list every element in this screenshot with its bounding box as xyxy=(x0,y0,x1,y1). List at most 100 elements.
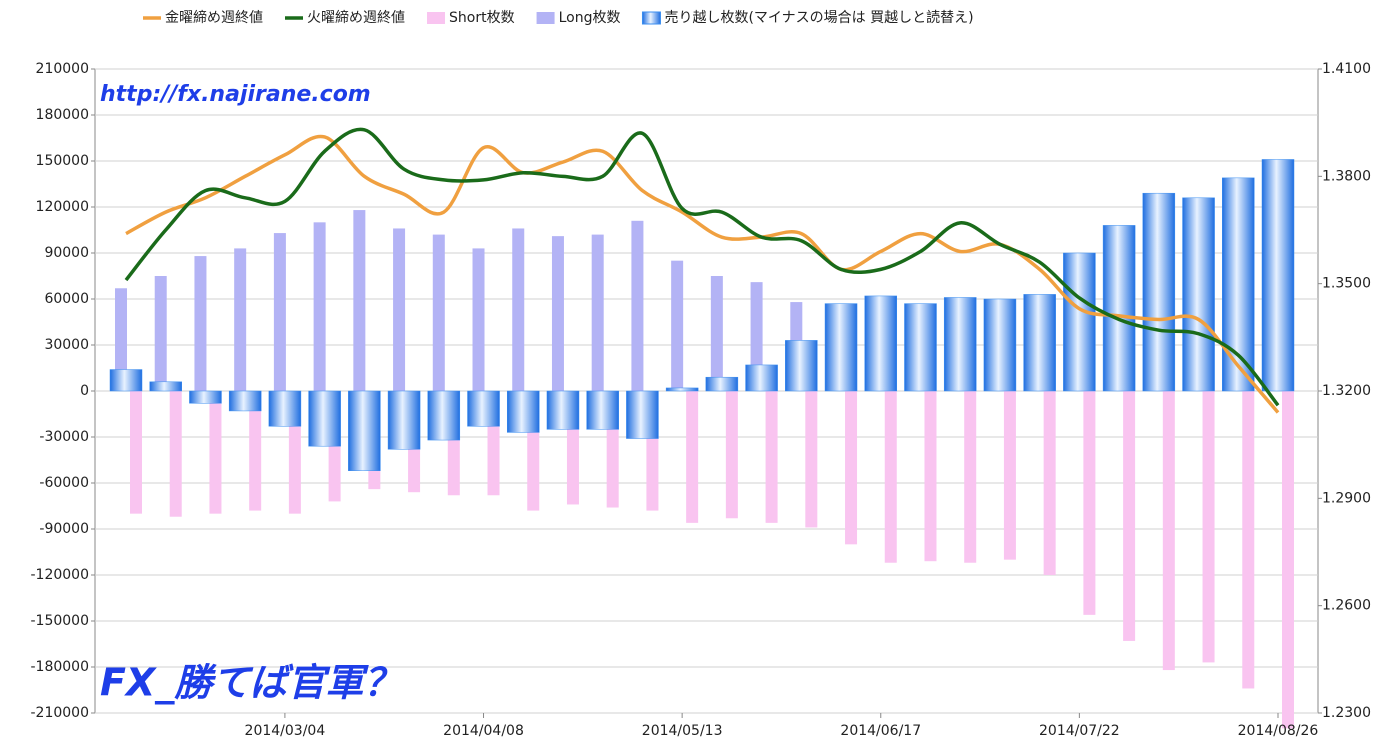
legend-swatch xyxy=(427,12,445,24)
y-tick-label: -150000 xyxy=(31,613,90,629)
net-bar xyxy=(1182,197,1215,392)
net-bar xyxy=(149,381,182,392)
watermark-url: http://fx.najirane.com xyxy=(100,82,371,107)
net-bar xyxy=(387,390,421,450)
bar xyxy=(964,391,977,563)
y-tick-label: 120000 xyxy=(36,199,89,215)
net-bar xyxy=(1261,159,1295,392)
bar xyxy=(671,260,684,391)
bar xyxy=(169,391,182,517)
bar xyxy=(313,222,326,391)
net-bar xyxy=(824,303,858,392)
bar xyxy=(686,391,699,523)
y2-tick-label: 1.4100 xyxy=(1322,61,1371,77)
bar xyxy=(765,391,778,523)
bar xyxy=(1202,391,1215,663)
bar xyxy=(1003,391,1016,560)
net-bar xyxy=(506,390,540,433)
bar xyxy=(154,276,167,391)
y2-tick-label: 1.2300 xyxy=(1322,705,1371,721)
net-bar xyxy=(665,387,699,392)
y2-tick-label: 1.3200 xyxy=(1322,383,1371,399)
bar xyxy=(725,391,738,519)
y-tick-label: 0 xyxy=(80,383,89,399)
bar xyxy=(1242,391,1255,689)
y2-tick-label: 1.3500 xyxy=(1322,276,1371,292)
bar xyxy=(710,276,723,391)
y2-tick-label: 1.2600 xyxy=(1322,598,1371,614)
net-bar xyxy=(983,298,1017,392)
bar xyxy=(512,228,525,391)
legend-label: 売り越し枚数(マイナスの場合は 買越しと読替え) xyxy=(664,9,973,26)
legend-label: 火曜締め週終値 xyxy=(307,9,405,26)
legend-label: 金曜締め週終値 xyxy=(165,9,263,26)
net-bar xyxy=(546,390,580,430)
y-tick-label: -60000 xyxy=(39,475,89,491)
bar xyxy=(884,391,897,563)
x-tick-label: 2014/08/26 xyxy=(1238,723,1319,739)
x-tick-label: 2014/05/13 xyxy=(642,723,723,739)
bar xyxy=(393,228,406,391)
x-tick-label: 2014/06/17 xyxy=(840,723,921,739)
y-tick-label: -180000 xyxy=(31,659,90,675)
bar xyxy=(805,391,818,528)
net-bar xyxy=(864,295,898,392)
bar xyxy=(591,234,604,391)
net-bar xyxy=(745,364,778,392)
net-bar xyxy=(586,390,619,430)
bar xyxy=(1123,391,1136,641)
x-tick-label: 2014/03/04 xyxy=(245,723,326,739)
net-bar xyxy=(943,297,977,392)
x-tick-label: 2014/07/22 xyxy=(1039,723,1120,739)
net-bar xyxy=(1142,192,1176,392)
legend-swatch xyxy=(536,12,555,24)
net-bar xyxy=(189,390,222,404)
net-bar xyxy=(1023,294,1056,392)
net-bar xyxy=(348,390,381,471)
bar xyxy=(1282,391,1294,729)
y-tick-label: 210000 xyxy=(36,61,89,77)
y-tick-label: -210000 xyxy=(31,705,90,721)
x-tick-label: 2014/04/08 xyxy=(443,723,524,739)
net-bar xyxy=(705,376,739,392)
bar xyxy=(750,282,763,391)
y2-tick-label: 1.3800 xyxy=(1322,168,1371,184)
y-tick-label: 90000 xyxy=(44,245,89,261)
bar xyxy=(845,391,858,545)
y-tick-label: 60000 xyxy=(44,291,89,307)
net-bar xyxy=(268,390,302,427)
net-bar xyxy=(904,303,937,392)
bar xyxy=(1043,391,1056,575)
y-tick-label: -30000 xyxy=(39,429,89,445)
legend-label: Short枚数 xyxy=(449,10,515,26)
bar xyxy=(249,391,262,511)
legend-swatch xyxy=(641,11,661,25)
bar xyxy=(432,234,445,391)
bar xyxy=(353,210,366,391)
line xyxy=(125,134,1280,414)
bar xyxy=(209,391,222,514)
y-tick-label: 30000 xyxy=(44,337,89,353)
bar xyxy=(273,233,286,391)
bar xyxy=(115,288,127,391)
bar xyxy=(924,391,937,562)
net-bar xyxy=(467,390,500,427)
net-bar xyxy=(228,390,262,412)
line xyxy=(124,127,1280,407)
bar xyxy=(631,220,644,391)
bar xyxy=(1083,391,1096,615)
legend-label: Long枚数 xyxy=(559,10,621,26)
y-tick-label: 150000 xyxy=(36,153,89,169)
net-bar xyxy=(1222,177,1255,392)
net-bar xyxy=(626,390,659,439)
y-tick-label: -90000 xyxy=(39,521,89,537)
net-bar xyxy=(308,390,341,447)
bar xyxy=(194,256,207,391)
y-tick-label: 180000 xyxy=(36,107,89,123)
net-bar xyxy=(427,390,461,441)
bar xyxy=(130,391,142,514)
bar xyxy=(551,236,564,391)
y-tick-label: -120000 xyxy=(31,567,90,583)
watermark-title: FX_勝てば官軍？ xyxy=(100,661,402,705)
